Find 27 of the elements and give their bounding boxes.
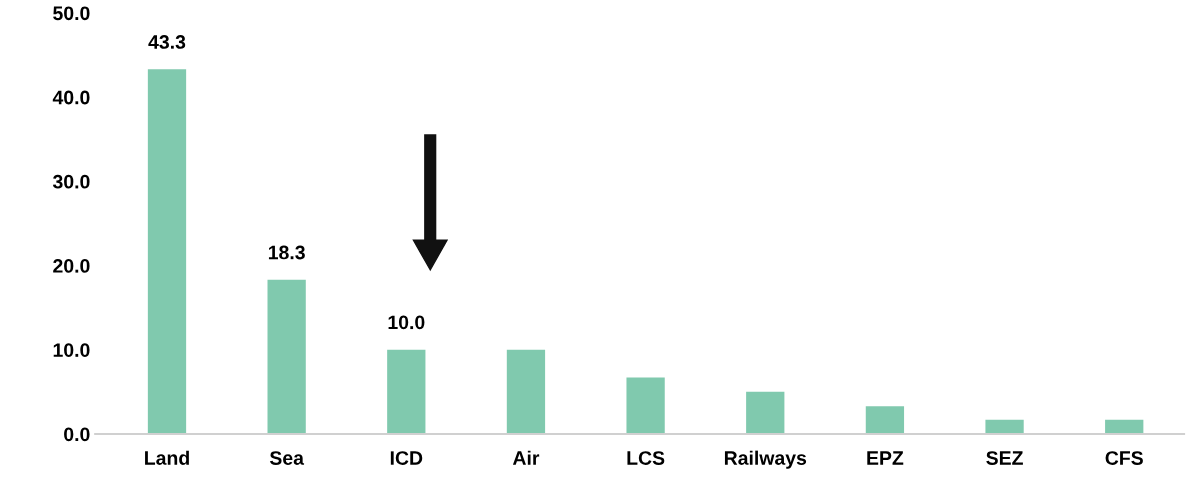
bar [626, 377, 665, 434]
x-tick-label: ICD [390, 451, 423, 465]
bar [985, 419, 1024, 434]
x-tick-label: SEZ [986, 451, 1023, 465]
y-tick-label: 40.0 [52, 90, 90, 105]
bar [746, 391, 785, 434]
data-label: 18.3 [268, 245, 305, 260]
bar [1105, 419, 1144, 434]
x-tick-label: Air [512, 450, 540, 465]
x-tick-label: Railways [724, 450, 807, 469]
bar [865, 406, 905, 434]
y-tick-label: 0.0 [64, 427, 90, 442]
y-tick-label: 20.0 [53, 259, 90, 273]
y-tick-label: 50.0 [53, 6, 90, 21]
data-label: 10.0 [388, 315, 425, 330]
x-tick-label: LCS [627, 451, 665, 465]
y-tick-label: 10.0 [53, 343, 90, 357]
data-label: 43.3 [148, 35, 186, 49]
bar [147, 69, 187, 434]
x-tick-label: Sea [269, 451, 305, 465]
bar [506, 349, 546, 434]
bar [267, 279, 306, 434]
bar [387, 349, 426, 434]
x-tick-label: Land [145, 450, 189, 465]
x-tick-label: CFS [1105, 451, 1143, 465]
y-tick-label: 30.0 [52, 174, 90, 189]
x-tick-label: EPZ [867, 451, 904, 465]
